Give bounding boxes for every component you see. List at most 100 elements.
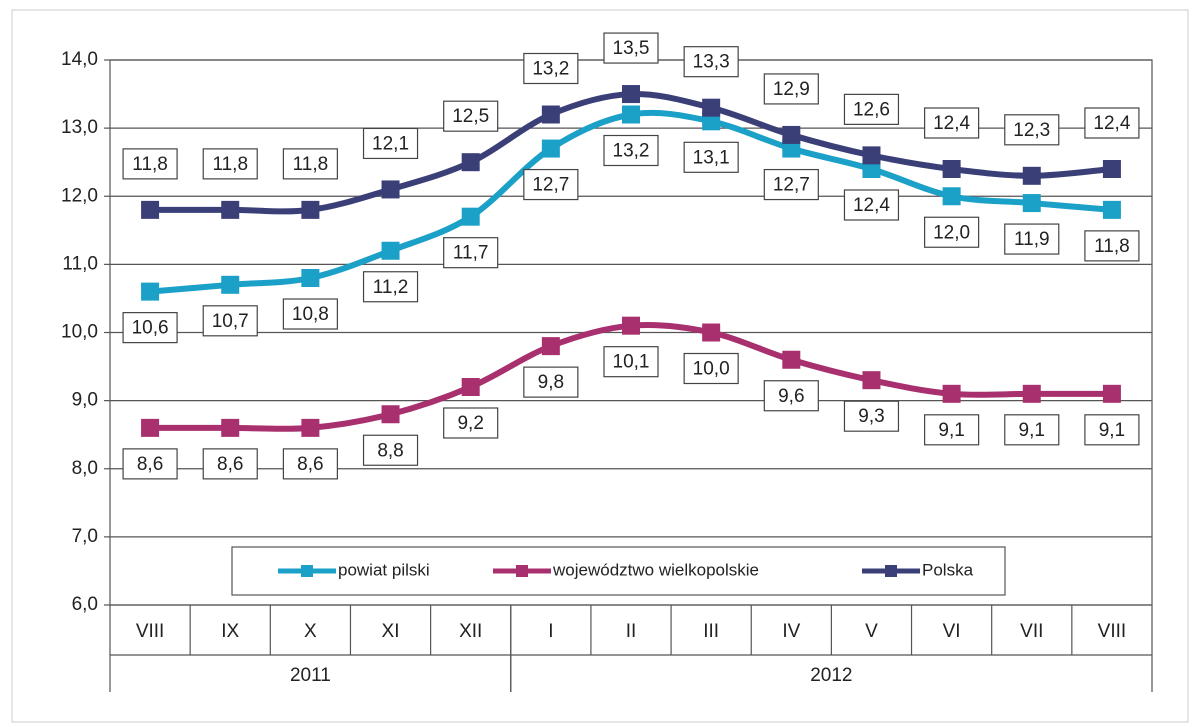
x-tick-label: V: [865, 621, 878, 642]
data-label: 12,4: [933, 113, 970, 134]
data-label: 12,0: [933, 222, 970, 243]
point-marker: [461, 153, 480, 172]
data-label: 12,1: [372, 133, 409, 154]
data-label: 12,5: [452, 106, 489, 127]
data-label-box: [362, 434, 419, 466]
data-label-box: [523, 366, 579, 398]
data-label-box: [1004, 223, 1060, 255]
point-marker: [862, 371, 881, 390]
point-marker: [541, 105, 560, 124]
data-label: 9,3: [858, 406, 884, 427]
point-marker: [782, 139, 801, 158]
data-label: 10,1: [613, 352, 650, 373]
x-tick-label: IX: [221, 621, 239, 642]
group-label: 2011: [290, 665, 331, 686]
data-label-box: [202, 148, 258, 180]
x-tick-label: VI: [943, 621, 961, 642]
x-tick-label: VIII: [136, 621, 165, 642]
point-marker: [942, 160, 961, 178]
point-marker: [301, 418, 320, 437]
data-label: 12,3: [1013, 120, 1050, 141]
point-marker: [862, 160, 881, 178]
data-label: 10,6: [132, 318, 169, 339]
data-label: 11,2: [373, 277, 409, 298]
x-tick-label: XII: [459, 621, 482, 642]
data-label: 13,3: [693, 52, 730, 73]
data-label: 12,7: [532, 175, 569, 196]
data-label: 12,7: [773, 175, 810, 196]
point-marker: [702, 98, 721, 117]
data-label-box: [523, 52, 579, 85]
point-marker: [1022, 166, 1041, 185]
point-marker: [221, 275, 240, 294]
data-label-box: [122, 148, 178, 180]
x-tick-label: I: [548, 621, 553, 642]
data-label-box: [843, 400, 900, 432]
y-tick-label: 7,0: [72, 526, 98, 547]
data-label: 11,8: [1094, 236, 1130, 257]
point-marker: [942, 187, 961, 206]
point-marker: [622, 105, 640, 124]
legend-marker: [301, 565, 313, 577]
data-label-box: [282, 298, 338, 330]
x-tick-label: X: [304, 621, 317, 642]
data-label-box: [202, 305, 258, 337]
data-label: 11,8: [293, 154, 329, 175]
y-tick-label: 10,0: [61, 322, 98, 343]
legend-marker: [885, 565, 897, 577]
data-label-box: [282, 448, 338, 480]
point-marker: [1102, 200, 1121, 219]
data-label-box: [1084, 414, 1140, 446]
x-tick-label: XI: [382, 621, 400, 642]
data-label: 13,1: [693, 147, 730, 168]
x-tick-label: III: [703, 621, 719, 642]
x-tick-label: IV: [782, 621, 800, 642]
legend-label: powiat pilski: [338, 560, 430, 579]
x-tick-label: VII: [1020, 621, 1043, 642]
data-label: 13,2: [613, 141, 650, 162]
data-label-box: [362, 271, 419, 303]
data-label: 10,7: [212, 311, 249, 332]
point-marker: [942, 384, 961, 403]
point-marker: [141, 200, 160, 219]
data-label-box: [763, 73, 819, 105]
data-label-box: [1004, 114, 1060, 146]
x-tick-label: II: [626, 621, 637, 642]
point-marker: [381, 180, 400, 199]
data-label-box: [683, 141, 739, 173]
x-tick-label: VIII: [1098, 621, 1127, 642]
y-tick-label: 8,0: [72, 458, 98, 479]
data-label: 11,7: [453, 243, 489, 264]
point-marker: [461, 378, 480, 396]
data-label: 10,8: [292, 304, 329, 325]
y-tick-label: 9,0: [72, 390, 98, 411]
page-border: [11, 9, 1189, 723]
y-tick-label: 11,0: [62, 253, 98, 274]
data-label-box: [603, 134, 659, 167]
data-label-box: [443, 237, 499, 269]
data-label-box: [1084, 230, 1140, 262]
data-label-box: [202, 448, 258, 480]
y-tick-label: 14,0: [61, 49, 98, 70]
legend-label: Polska: [922, 560, 974, 579]
data-label-box: [603, 346, 659, 378]
point-marker: [702, 112, 721, 131]
data-label: 11,8: [132, 154, 168, 175]
data-label-box: [362, 127, 419, 160]
data-label: 9,1: [938, 420, 964, 441]
data-label: 9,8: [538, 372, 564, 393]
point-marker: [541, 337, 560, 356]
point-marker: [702, 323, 721, 342]
data-label: 9,2: [457, 413, 483, 434]
data-label-box: [122, 312, 178, 344]
point-marker: [1102, 160, 1121, 178]
data-label-box: [843, 93, 900, 125]
data-label-box: [282, 148, 338, 180]
data-label-box: [122, 448, 178, 480]
data-label: 11,8: [212, 154, 248, 175]
data-label-box: [523, 168, 579, 201]
point-marker: [381, 241, 400, 260]
data-label: 9,1: [1019, 420, 1045, 441]
data-label-box: [1084, 107, 1140, 139]
